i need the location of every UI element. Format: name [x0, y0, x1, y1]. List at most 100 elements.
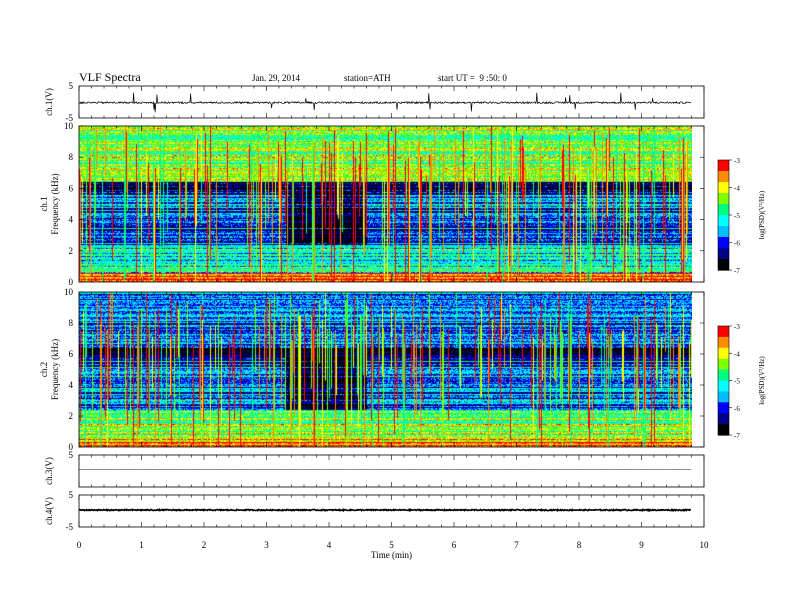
- colorbar-segment: [718, 409, 729, 412]
- colorbar-segment: [718, 356, 729, 360]
- colorbar-segment: [718, 172, 729, 176]
- colorbar-segment: [718, 355, 729, 358]
- colorbar-segment: [718, 222, 729, 225]
- colorbar-segment: [718, 365, 729, 369]
- colorbar-segment: [718, 204, 729, 207]
- y-axis-label: ch.2: [39, 362, 49, 377]
- colorbar-segment: [718, 244, 729, 247]
- colorbar-segment: [718, 389, 729, 392]
- colorbar-segment: [718, 327, 729, 331]
- colorbar-tick-label: -5: [734, 378, 740, 386]
- colorbar-segment: [718, 349, 729, 353]
- colorbar-segment: [718, 360, 729, 363]
- colorbar-segment: [718, 205, 729, 209]
- colorbar-segment: [718, 213, 729, 216]
- colorbar-segment: [718, 338, 729, 342]
- colorbar-segment: [718, 407, 729, 411]
- colorbar-segment: [718, 395, 729, 398]
- colorbar-segment: [718, 242, 729, 245]
- y-tick-label: 0: [69, 442, 74, 452]
- y-axis-label: ch.1(V): [44, 88, 54, 116]
- colorbar-segment: [718, 200, 729, 203]
- colorbar-segment: [718, 422, 729, 425]
- y-tick-label: -5: [66, 113, 74, 123]
- colorbar-segment: [718, 257, 729, 260]
- colorbar-segment: [718, 405, 729, 409]
- y-tick-label: 0: [69, 277, 74, 287]
- colorbar-segment: [718, 396, 729, 400]
- colorbar-segment: [718, 226, 729, 229]
- x-axis-label: Time (min): [371, 550, 412, 560]
- colorbar-segment: [718, 391, 729, 394]
- colorbar-segment: [718, 373, 729, 376]
- colorbar-segment: [718, 393, 729, 396]
- colorbar-segment: [718, 249, 729, 253]
- colorbar-tick-label: -3: [734, 157, 740, 165]
- station-label: station=ATH: [344, 73, 391, 83]
- colorbar-segment: [718, 358, 729, 362]
- colorbar-segment: [718, 189, 729, 192]
- colorbar-segment: [718, 238, 729, 242]
- colorbar-segment: [718, 194, 729, 198]
- colorbar-segment: [718, 427, 729, 431]
- waveform-traces: [78, 92, 692, 513]
- colorbar-segment: [718, 340, 729, 343]
- colorbar-segment: [718, 185, 729, 189]
- colorbar-segment: [718, 193, 729, 196]
- colorbar-tick-label: -7: [734, 267, 740, 275]
- colorbar-segment: [718, 347, 729, 351]
- colorbar-segment: [718, 215, 729, 218]
- colorbar-segment: [718, 376, 729, 380]
- y-tick-label: 5: [69, 81, 74, 91]
- ch1-waveform-trace: [78, 92, 692, 113]
- colorbar-segment: [718, 351, 729, 354]
- colorbar-segment: [718, 420, 729, 423]
- colorbar-segment: [718, 163, 729, 167]
- colorbar-segment: [718, 416, 729, 420]
- y-tick-label: 4: [69, 380, 74, 390]
- colorbar-segment: [718, 404, 729, 407]
- colorbar-segment: [718, 411, 729, 414]
- colorbar-segment: [718, 367, 729, 371]
- colorbar-segment: [718, 202, 729, 205]
- colorbar-segment: [718, 253, 729, 256]
- colorbar-segment: [718, 424, 729, 427]
- y-axis-label: Frequency (kHz): [50, 339, 60, 400]
- colorbar-tick-label: -6: [734, 405, 740, 413]
- colorbar-segment: [718, 333, 729, 336]
- colorbar-tick-label: -4: [734, 185, 740, 193]
- colorbar-segment: [718, 431, 729, 434]
- colorbar-segment: [718, 183, 729, 187]
- y-tick-label: 6: [69, 349, 74, 359]
- x-tick-label: 7: [514, 540, 519, 550]
- colorbar-segment: [718, 231, 729, 234]
- ch1-spectrogram-image: [79, 126, 692, 282]
- start-time-label: start UT = 9 :50: 0: [438, 73, 507, 83]
- colorbar-segment: [718, 248, 729, 251]
- colorbar-segment: [718, 380, 729, 383]
- colorbar-segment: [718, 326, 729, 329]
- colorbar-segment: [718, 400, 729, 403]
- colorbar-segment: [718, 235, 729, 238]
- colorbar-segment: [718, 176, 729, 179]
- x-tick-label: 3: [264, 540, 269, 550]
- spectrogram-images: [79, 126, 729, 447]
- y-tick-label: 4: [69, 215, 74, 225]
- colorbar-segment: [718, 375, 729, 378]
- colorbar-tick-label: -3: [734, 323, 740, 331]
- colorbar-segment: [718, 415, 729, 418]
- colorbar-segment: [718, 385, 729, 389]
- colorbar-tick-label: -7: [734, 432, 740, 440]
- colorbar-segment: [718, 418, 729, 422]
- colorbar-tick-label: -4: [734, 350, 740, 358]
- x-tick-label: 1: [139, 540, 144, 550]
- x-tick-label: 0: [77, 540, 82, 550]
- colorbar-segment: [718, 209, 729, 212]
- colorbar-segment: [718, 433, 729, 436]
- colorbar-segment: [718, 191, 729, 194]
- colorbar-segment: [718, 369, 729, 373]
- colorbar-segment: [718, 413, 729, 416]
- y-tick-label: 2: [69, 246, 74, 256]
